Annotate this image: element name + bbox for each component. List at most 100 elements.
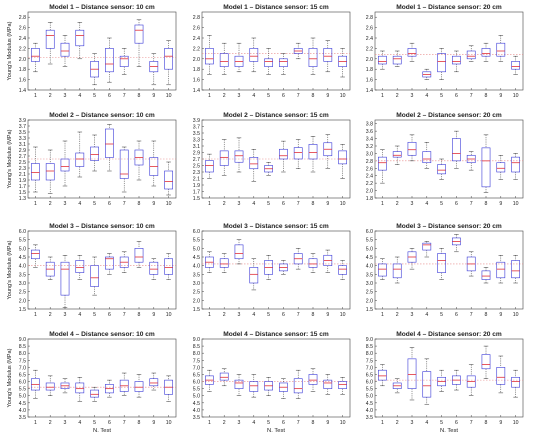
subplot-8: Model 3 – Distance sensor: 15 cm 1.5 2.0 2.… [193, 223, 351, 318]
box-test-2 [45, 375, 55, 396]
x-tick-label: 8 [138, 201, 141, 207]
subplot-title: Model 1 – Distance sensor: 10 cm [49, 4, 155, 11]
box-test-9 [496, 255, 506, 284]
x-tick-label: 5 [93, 312, 96, 318]
iqr-box [164, 170, 173, 190]
y-tick-label: 2.7 [19, 154, 26, 160]
iqr-box [323, 48, 333, 62]
box-test-5 [264, 48, 273, 75]
iqr-box [392, 151, 402, 158]
x-tick-label: 9 [326, 93, 329, 99]
box-test-7 [119, 146, 129, 193]
box-test-10 [338, 48, 347, 78]
box-test-4 [75, 377, 85, 402]
x-tick-label: 4 [252, 201, 255, 207]
x-tick-label: 5 [93, 93, 96, 99]
iqr-box [60, 261, 70, 296]
subplot-2: Model 1 – Distance sensor: 15 cm 1.4 1.6 1.… [193, 4, 351, 99]
iqr-box [249, 267, 259, 284]
box-test-7 [466, 45, 476, 62]
iqr-box [60, 158, 70, 172]
y-tick-label: 1.6 [19, 78, 26, 84]
y-tick-label: 8.0 [193, 351, 200, 357]
x-tick-label: 5 [440, 201, 443, 207]
iqr-box [511, 61, 520, 70]
x-tick-label: 1 [381, 201, 384, 207]
box-test-3 [234, 239, 244, 265]
iqr-box [264, 58, 273, 67]
y-tick-label: 4.0 [19, 408, 26, 414]
y-tick-label: 3.4 [366, 137, 373, 143]
y-tick-label: 2.5 [19, 160, 26, 166]
y-tick-label: 3.0 [19, 281, 26, 287]
plot-frame [201, 230, 351, 310]
x-tick-label: 1 [34, 93, 37, 99]
box-test-5 [264, 162, 273, 176]
iqr-box [164, 258, 173, 275]
y-tick-label: 7.5 [193, 358, 200, 364]
box-test-1 [31, 146, 40, 193]
y-tick-label: 2.1 [19, 172, 26, 178]
box-test-8 [308, 253, 318, 273]
y-tick-label: 1.8 [193, 67, 200, 73]
iqr-box [249, 157, 259, 170]
box-test-8 [134, 140, 144, 181]
box-test-6 [105, 124, 114, 172]
iqr-box [323, 379, 333, 389]
iqr-box [338, 381, 347, 389]
iqr-box [378, 263, 387, 277]
y-tick-label: 6.0 [366, 380, 373, 386]
x-tick-label: 3 [238, 93, 241, 99]
iqr-box [219, 150, 229, 166]
x-tick-label: 5 [267, 420, 270, 426]
y-tick-label: 5.5 [366, 238, 373, 244]
y-tick-label: 1.4 [19, 88, 26, 94]
y-tick-label: 2.7 [193, 157, 200, 163]
iqr-box [119, 149, 129, 179]
iqr-box [45, 163, 55, 181]
box-test-10 [164, 40, 173, 86]
box-test-1 [205, 251, 214, 273]
y-tick-label: 6.5 [193, 372, 200, 378]
y-tick-label: 2.5 [19, 290, 26, 296]
plot-frame [374, 338, 524, 418]
x-tick-label: 2 [396, 312, 399, 318]
box-test-7 [119, 48, 129, 75]
x-tick-label: 3 [238, 420, 241, 426]
x-tick-label: 1 [381, 93, 384, 99]
iqr-box [279, 58, 288, 67]
iqr-box [234, 150, 244, 163]
x-tick-label: 3 [64, 420, 67, 426]
box-test-3 [234, 42, 244, 73]
y-tick-label: 2.4 [19, 36, 26, 42]
y-tick-label: 1.5 [193, 196, 200, 202]
box-test-4 [422, 142, 432, 169]
iqr-box [378, 369, 387, 381]
iqr-box [75, 29, 85, 47]
x-tick-label: 2 [396, 93, 399, 99]
y-tick-label: 3.5 [366, 415, 373, 421]
x-tick-label: 3 [411, 93, 414, 99]
y-tick-label: 3.5 [366, 272, 373, 278]
y-tick-label: 4.0 [19, 264, 26, 270]
box-test-4 [75, 131, 85, 178]
x-tick-label: 9 [499, 312, 502, 318]
box-test-1 [31, 42, 40, 73]
box-test-9 [323, 249, 333, 273]
iqr-box [205, 160, 214, 173]
box-test-4 [422, 241, 432, 258]
y-tick-label: 2.5 [366, 290, 373, 296]
x-tick-label: 8 [312, 312, 315, 318]
x-tick-label: 10 [513, 420, 519, 426]
x-tick-label: 8 [312, 201, 315, 207]
y-tick-label: 2.8 [366, 15, 373, 21]
y-tick-label: 2.4 [366, 174, 373, 180]
x-tick-label: 2 [223, 93, 226, 99]
x-tick-label: 2 [49, 312, 52, 318]
y-tick-label: 1.9 [19, 178, 26, 184]
box-test-1 [378, 258, 387, 280]
x-tick-label: 9 [152, 312, 155, 318]
x-tick-label: 1 [34, 420, 37, 426]
y-tick-label: 4.0 [366, 264, 373, 270]
y-tick-label: 9.0 [193, 337, 200, 343]
